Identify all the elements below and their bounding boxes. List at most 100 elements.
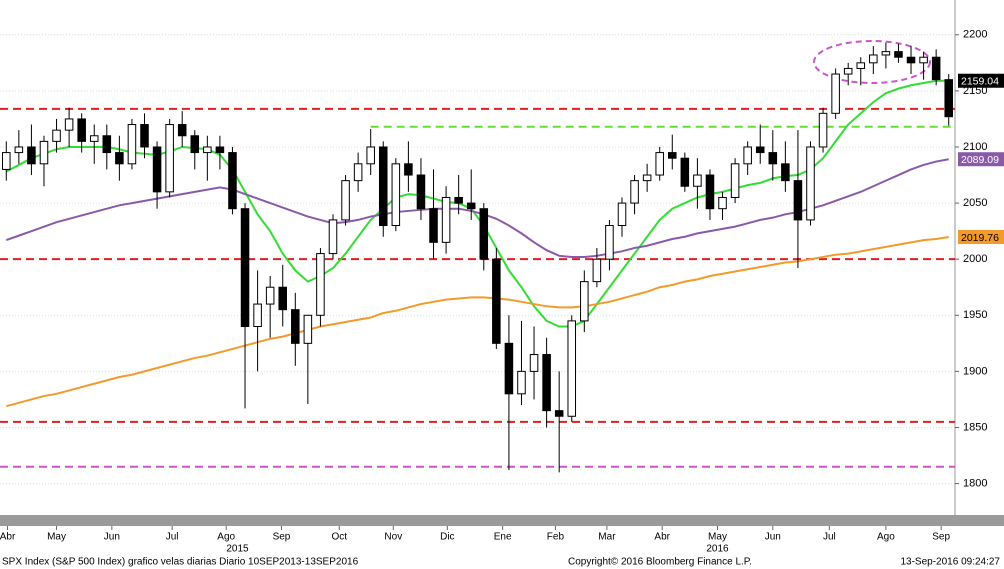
- x-tick-label: Sep: [932, 532, 950, 543]
- candle-body: [77, 118, 86, 142]
- candle-body: [115, 152, 124, 165]
- y-tick-label: 2100: [963, 141, 987, 153]
- last-value-box: [958, 152, 1004, 167]
- x-tick-label: Nov: [384, 532, 402, 543]
- x-tick-label: Abr: [654, 532, 670, 543]
- candle-body: [793, 180, 803, 221]
- candle-body: [831, 73, 840, 114]
- candle-body: [529, 354, 539, 372]
- candle-body: [668, 152, 677, 159]
- candle-body: [479, 208, 489, 260]
- y-tick-label: 2200: [963, 29, 987, 41]
- candle-body: [944, 79, 953, 118]
- y-tick-label: 1950: [963, 309, 987, 321]
- candle-body: [931, 56, 941, 81]
- candle-body: [341, 180, 350, 221]
- candle-body: [580, 281, 589, 322]
- candle-body: [215, 146, 225, 154]
- candle-body: [642, 174, 652, 182]
- candle-body: [391, 163, 401, 227]
- candle-body: [743, 146, 752, 165]
- candle-body: [14, 146, 24, 154]
- y-tick-label: 1800: [963, 477, 987, 489]
- candle-body: [554, 410, 564, 417]
- candle-body: [818, 112, 828, 148]
- candle-body: [492, 258, 501, 344]
- x-tick-label: Dic: [440, 532, 454, 543]
- x-tick-label: Jul: [823, 532, 836, 543]
- candle-body: [27, 146, 36, 165]
- last-value-box: [958, 230, 1004, 245]
- footer-source: SPX Index (S&P 500 Index) grafico velas …: [2, 557, 359, 568]
- candle-body: [240, 208, 250, 328]
- x-tick-label: May: [47, 532, 66, 543]
- moving-average-line: [6, 236, 949, 408]
- candle-body: [504, 342, 514, 395]
- candle-body: [203, 146, 212, 154]
- candle-body: [366, 146, 375, 165]
- candle-body: [919, 56, 928, 64]
- footer-copyright: Copyright© 2016 Bloomberg Finance L.P.: [568, 557, 752, 568]
- last-value-label: 2019.76: [961, 232, 999, 244]
- candle-body: [316, 253, 325, 316]
- candle-body: [881, 51, 891, 56]
- candle-body: [466, 202, 476, 210]
- candle-body: [906, 56, 916, 64]
- scroll-bar: [0, 515, 1004, 526]
- candle-body: [89, 135, 99, 142]
- candle-body: [39, 140, 49, 165]
- candle-body: [781, 163, 790, 182]
- x-tick-label: Abr: [0, 532, 16, 543]
- candle-body: [517, 370, 526, 395]
- last-value-box: [958, 73, 1004, 88]
- candle-body: [265, 286, 275, 305]
- candle-body: [429, 208, 438, 243]
- candle-body: [140, 124, 149, 148]
- candle-body: [693, 174, 702, 187]
- candle-body: [378, 146, 388, 227]
- x-tick-label: Jun: [104, 532, 120, 543]
- x-tick-label: Ago: [217, 532, 235, 543]
- y-tick-label: 2050: [963, 197, 987, 209]
- candle-body: [190, 135, 200, 154]
- candle-body: [278, 286, 288, 311]
- candle-body: [441, 196, 451, 243]
- candle-body: [755, 146, 765, 154]
- candle-body: [2, 152, 11, 170]
- candle-body: [152, 146, 162, 193]
- year-label: 2015: [226, 544, 249, 555]
- candle-body: [567, 320, 577, 417]
- annotation-ellipse: [813, 40, 931, 84]
- x-tick-label: May: [708, 532, 727, 543]
- candle-body: [856, 62, 866, 69]
- candle-body: [228, 152, 237, 210]
- candle-body: [303, 314, 313, 344]
- candle-body: [768, 152, 778, 165]
- candle-body: [806, 146, 815, 221]
- x-tick-label: Jun: [765, 532, 781, 543]
- candle-body: [328, 219, 338, 255]
- x-tick-label: Sep: [273, 532, 291, 543]
- candle-body: [869, 54, 878, 64]
- footer-timestamp: 13-Sep-2016 09:24:27: [900, 557, 1000, 568]
- candle-body: [730, 163, 740, 198]
- candle-body: [680, 157, 690, 187]
- moving-average-line: [5, 158, 949, 258]
- candle-body: [353, 163, 363, 182]
- x-tick-label: Ene: [494, 532, 512, 543]
- year-label: 2016: [706, 544, 729, 555]
- candle-body: [165, 124, 174, 193]
- candle-body: [617, 202, 627, 227]
- candle-body: [843, 67, 853, 75]
- candle-body: [102, 135, 112, 154]
- candle-body: [718, 196, 727, 210]
- candle-body: [705, 174, 715, 210]
- candle-body: [542, 354, 551, 412]
- y-tick-label: 2150: [963, 85, 987, 97]
- candle-body: [253, 303, 262, 328]
- candle-body: [630, 180, 639, 204]
- moving-average-line: [5, 79, 949, 328]
- candle-body: [64, 118, 74, 131]
- x-tick-label: Feb: [547, 532, 565, 543]
